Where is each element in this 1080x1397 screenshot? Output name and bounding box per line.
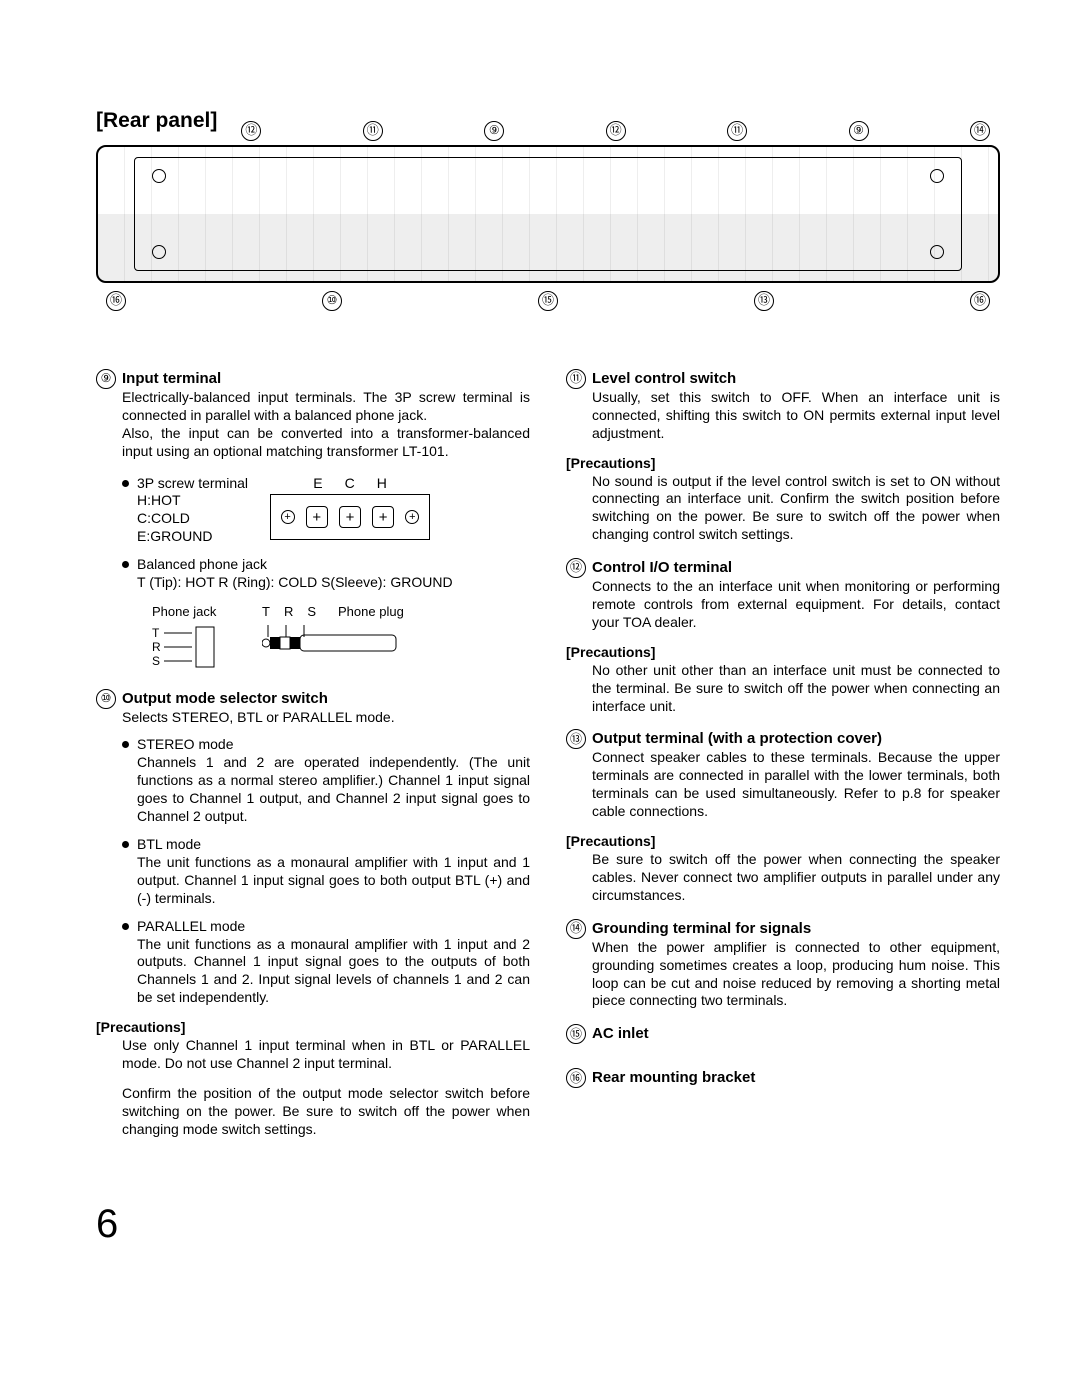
svg-text:S: S	[152, 654, 160, 668]
phone-jack-line1: Balanced phone jack	[137, 556, 530, 574]
svg-text:T: T	[152, 626, 160, 640]
trs-s: S	[307, 604, 316, 621]
rear-panel-header: [Rear panel] ⑫ ⑪ ⑨ ⑫ ⑪ ⑨ ⑭	[96, 108, 1000, 141]
item-10-title: Output mode selector switch	[122, 689, 328, 708]
item-10-precaution-1: Use only Channel 1 input terminal when i…	[122, 1037, 530, 1073]
callout-12: ⑫	[241, 121, 261, 141]
item-16-title: Rear mounting bracket	[592, 1068, 755, 1087]
term-e: E	[313, 475, 322, 493]
item-11-p1: Usually, set this switch to OFF. When an…	[592, 389, 1000, 443]
stereo-mode-body: Channels 1 and 2 are operated independen…	[137, 754, 530, 826]
phone-jack-label: Phone jack	[152, 604, 222, 621]
item-10-precautions-head: [Precautions]	[96, 1019, 530, 1037]
phone-plug-label: Phone plug	[338, 604, 404, 621]
item-16-head: ⑯ Rear mounting bracket	[566, 1068, 1000, 1088]
callout-14: ⑭	[970, 121, 990, 141]
svg-text:R: R	[152, 640, 161, 654]
num-11: ⑪	[566, 369, 586, 389]
bullet-icon	[122, 741, 129, 748]
phone-diagrams: Phone jack T R S T R S Phone plug	[152, 604, 530, 671]
num-9: ⑨	[96, 369, 116, 389]
item-11-precaution: No sound is output if the level control …	[592, 473, 1000, 545]
item-13-precaution: Be sure to switch off the power when con…	[592, 851, 1000, 905]
item-13-precautions-head: [Precautions]	[566, 833, 1000, 851]
trs-r: R	[284, 604, 293, 621]
item-11-precautions-head: [Precautions]	[566, 455, 1000, 473]
num-13: ⑬	[566, 729, 586, 749]
item-12-title: Control I/O terminal	[592, 558, 732, 577]
bullet-icon	[122, 561, 129, 568]
rear-panel-diagram	[96, 145, 1000, 283]
btl-mode-head: BTL mode	[137, 836, 530, 854]
item-9-title: Input terminal	[122, 369, 221, 388]
right-column: ⑪ Level control switch Usually, set this…	[566, 355, 1000, 1139]
item-12-p1: Connects to the an interface unit when m…	[592, 578, 1000, 632]
screw-terminal-diagram: E C H	[270, 475, 430, 541]
callout-16: ⑯	[106, 291, 126, 311]
callout-13: ⑬	[754, 291, 774, 311]
num-14: ⑭	[566, 919, 586, 939]
item-12-precaution: No other unit other than an interface un…	[592, 662, 1000, 716]
item-14-head: ⑭ Grounding terminal for signals	[566, 919, 1000, 939]
item-11-title: Level control switch	[592, 369, 736, 388]
item-10-head: ⑩ Output mode selector switch	[96, 689, 530, 709]
item-15-title: AC inlet	[592, 1024, 649, 1043]
callout-9: ⑨	[484, 121, 504, 141]
item-12-precautions-head: [Precautions]	[566, 644, 1000, 662]
term-c: C	[345, 475, 355, 493]
item-13-head: ⑬ Output terminal (with a protection cov…	[566, 729, 1000, 749]
left-column: ⑨ Input terminal Electrically-balanced i…	[96, 355, 530, 1139]
callout-9b: ⑨	[849, 121, 869, 141]
item-9-head: ⑨ Input terminal	[96, 369, 530, 389]
callout-11: ⑪	[363, 121, 383, 141]
phone-jack-icon: T R S	[152, 625, 222, 671]
phone-plug-icon	[262, 625, 402, 653]
callout-10: ⑩	[322, 291, 342, 311]
parallel-mode-head: PARALLEL mode	[137, 918, 530, 936]
num-10: ⑩	[96, 689, 116, 709]
screw-term-line2: H:HOT	[137, 492, 248, 510]
callouts-top: ⑫ ⑪ ⑨ ⑫ ⑪ ⑨ ⑭	[231, 121, 1000, 141]
item-13-p1: Connect speaker cables to these terminal…	[592, 749, 1000, 821]
callout-15: ⑮	[538, 291, 558, 311]
screw-term-line4: E:GROUND	[137, 528, 248, 546]
callout-16b: ⑯	[970, 291, 990, 311]
item-9-p2: Also, the input can be converted into a …	[122, 425, 530, 461]
bullet-icon	[122, 841, 129, 848]
term-h: H	[377, 475, 387, 493]
phone-jack-line2: T (Tip): HOT R (Ring): COLD S(Sleeve): G…	[137, 574, 530, 592]
item-13-title: Output terminal (with a protection cover…	[592, 729, 882, 748]
num-16: ⑯	[566, 1068, 586, 1088]
screw-term-line1: 3P screw terminal	[137, 475, 248, 493]
item-10-p1: Selects STEREO, BTL or PARALLEL mode.	[122, 709, 530, 727]
num-12: ⑫	[566, 558, 586, 578]
num-15: ⑮	[566, 1024, 586, 1044]
bullet-icon	[122, 480, 129, 487]
item-15-head: ⑮ AC inlet	[566, 1024, 1000, 1044]
item-14-p1: When the power amplifier is connected to…	[592, 939, 1000, 1011]
section-title: [Rear panel]	[96, 108, 217, 135]
item-12-head: ⑫ Control I/O terminal	[566, 558, 1000, 578]
btl-mode-body: The unit functions as a monaural amplifi…	[137, 854, 530, 908]
item-11-head: ⑪ Level control switch	[566, 369, 1000, 389]
callouts-bottom: ⑯ ⑩ ⑮ ⑬ ⑯	[96, 283, 1000, 311]
screw-term-line3: C:COLD	[137, 510, 248, 528]
parallel-mode-body: The unit functions as a monaural amplifi…	[137, 936, 530, 1008]
item-14-title: Grounding terminal for signals	[592, 919, 811, 938]
stereo-mode-head: STEREO mode	[137, 736, 530, 754]
callout-12b: ⑫	[606, 121, 626, 141]
item-10-precaution-2: Confirm the position of the output mode …	[122, 1085, 530, 1139]
item-9-p1: Electrically-balanced input terminals. T…	[122, 389, 530, 425]
callout-11b: ⑪	[727, 121, 747, 141]
page-number: 6	[96, 1199, 1000, 1250]
trs-t: T	[262, 604, 270, 621]
content-columns: ⑨ Input terminal Electrically-balanced i…	[96, 355, 1000, 1139]
bullet-icon	[122, 923, 129, 930]
